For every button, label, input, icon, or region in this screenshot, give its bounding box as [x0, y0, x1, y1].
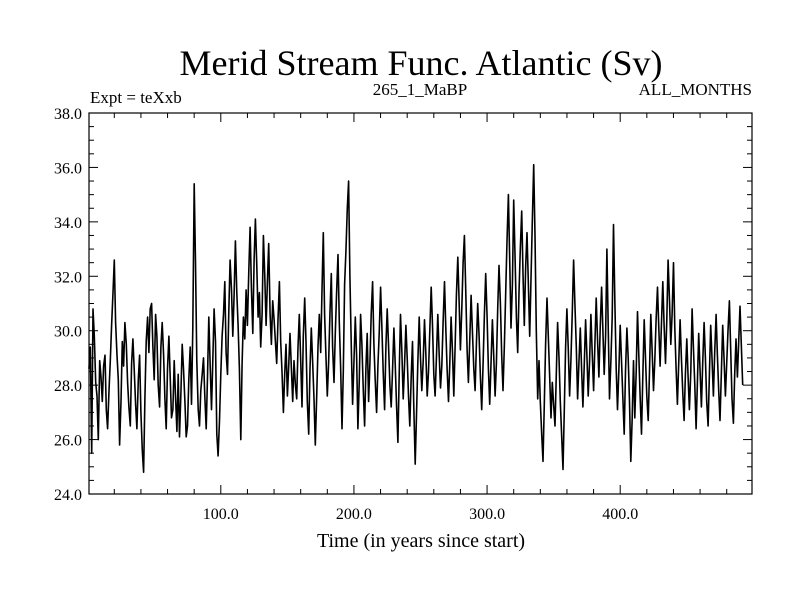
y-tick-label: 36.0 — [54, 160, 82, 177]
y-tick-label: 38.0 — [54, 106, 82, 123]
months-label: ALL_MONTHS — [639, 80, 752, 99]
x-tick-label: 300.0 — [469, 506, 505, 523]
experiment-label: Expt = teXxb — [90, 88, 182, 107]
y-tick-label: 24.0 — [54, 487, 82, 504]
y-tick-label: 34.0 — [54, 215, 82, 232]
chart-title: Merid Stream Func. Atlantic (Sv) — [180, 43, 663, 83]
x-tick-label: 200.0 — [336, 506, 372, 523]
y-tick-label: 32.0 — [54, 269, 82, 286]
x-axis-label: Time (in years since start) — [317, 530, 525, 552]
plot-frame — [88, 112, 753, 495]
y-tick-label: 26.0 — [54, 433, 82, 450]
y-tick-label: 30.0 — [54, 324, 82, 341]
y-axis: 24.0 26.0 28.0 30.0 32.0 34.0 36.0 38.0 — [54, 106, 752, 504]
y-tick-label: 28.0 — [54, 378, 82, 395]
period-label: 265_1_MaBP — [373, 80, 467, 99]
x-tick-label: 400.0 — [602, 506, 638, 523]
data-line — [88, 163, 744, 473]
x-axis: 100.0 200.0 300.0 400.0 — [113, 113, 728, 523]
x-tick-label: 100.0 — [203, 506, 239, 523]
